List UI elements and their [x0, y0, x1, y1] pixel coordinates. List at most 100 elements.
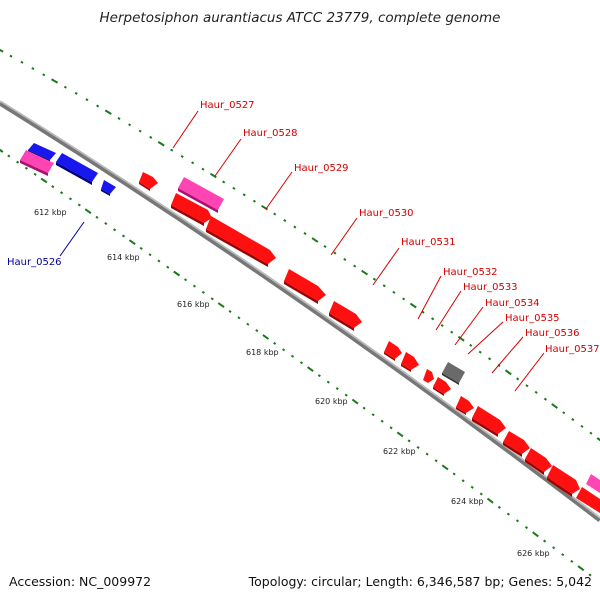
- inner-tick-mark: [282, 348, 286, 352]
- inner-tick-mark: [246, 322, 250, 326]
- inner-tick-mark: [588, 573, 592, 577]
- gene-pink-left[interactable]: [20, 150, 54, 176]
- inner-tick-mark: [326, 380, 330, 384]
- gene-right-3[interactable]: [547, 465, 580, 497]
- inner-tick-mark: [51, 185, 55, 189]
- outer-tick-mark: [104, 109, 112, 115]
- outer-tick-mark: [382, 284, 386, 288]
- gene-haur-0536[interactable]: [456, 396, 474, 415]
- outer-tick-mark: [51, 78, 59, 84]
- gene-haur-0528-pink[interactable]: [178, 177, 224, 213]
- outer-tick-mark: [149, 135, 153, 139]
- inner-tick-mark: [40, 177, 48, 184]
- inner-tick-mark: [121, 234, 126, 238]
- gene-label-haur-0533: Haur_0533: [463, 282, 518, 293]
- gene-right-pink[interactable]: [586, 474, 600, 493]
- inner-tick-mark: [570, 559, 574, 563]
- outer-tick-mark: [201, 167, 205, 171]
- gene-label-group: Haur_0526 Haur_0527 Haur_0528 Haur_0529 …: [7, 100, 600, 355]
- inner-tick-mark: [228, 309, 232, 314]
- outer-tick-mark: [488, 357, 492, 361]
- inner-tick-mark: [542, 539, 547, 543]
- gene-label-haur-0528: Haur_0528: [243, 128, 298, 139]
- outer-tick-mark: [469, 343, 473, 347]
- gene-right-2[interactable]: [525, 448, 552, 475]
- inner-tick-track: [0, 148, 592, 577]
- inner-tick-mark: [201, 290, 205, 294]
- gene-haur-0530[interactable]: [284, 269, 326, 304]
- gene-right-1[interactable]: [503, 431, 530, 457]
- inner-tick-mark: [362, 406, 366, 410]
- outer-tick-mark: [450, 330, 454, 334]
- outer-tick-mark: [191, 161, 195, 165]
- inner-tick-mark: [68, 197, 72, 201]
- outer-tick-mark: [361, 269, 369, 276]
- outer-tick-mark: [222, 180, 226, 184]
- inner-tick-mark: [217, 302, 225, 308]
- gene-label-haur-0536: Haur_0536: [525, 328, 580, 339]
- outer-tick-mark: [293, 225, 297, 229]
- outer-tick-mark: [343, 258, 347, 262]
- inner-tick-mark: [425, 452, 429, 456]
- gene-right-4[interactable]: [576, 487, 600, 513]
- gene-label-haur-0531: Haur_0531: [401, 237, 456, 248]
- scale-label-622: 622 kbp: [383, 447, 416, 456]
- inner-tick-mark: [335, 387, 339, 391]
- gene-haur-0526[interactable]: [56, 153, 98, 185]
- outer-tick-mark: [180, 154, 184, 158]
- gene-haur-0534[interactable]: [423, 369, 434, 383]
- inner-tick-mark: [407, 439, 411, 443]
- gene-haur-0537[interactable]: [472, 406, 506, 437]
- inner-tick-mark: [166, 265, 170, 269]
- inner-tick-mark: [552, 546, 556, 550]
- callout-lines: [59, 110, 545, 392]
- inner-tick-mark: [139, 246, 143, 250]
- outer-tick-mark: [85, 98, 89, 102]
- inner-tick-mark: [24, 166, 28, 170]
- gene-haur-0535-gray[interactable]: [442, 362, 465, 385]
- outer-tick-mark: [128, 123, 132, 127]
- backbone-line-highlight: [0, 100, 600, 519]
- gene-label-haur-0527: Haur_0527: [200, 100, 255, 111]
- inner-tick-mark: [470, 485, 474, 489]
- inner-tick-mark: [290, 354, 295, 358]
- scale-label-group: 612 kbp 614 kbp 616 kbp 618 kbp 620 kbp …: [34, 208, 550, 558]
- gene-haur-0528[interactable]: [171, 193, 212, 226]
- outer-tick-mark: [0, 48, 4, 53]
- outer-tick-mark: [440, 323, 444, 327]
- outer-tick-mark: [543, 397, 547, 401]
- inner-tick-mark: [273, 341, 277, 345]
- outer-tick-mark: [525, 384, 529, 388]
- outer-tick-mark: [504, 369, 512, 376]
- outer-tick-mark: [323, 244, 327, 249]
- gene-label-haur-0534: Haur_0534: [485, 298, 540, 309]
- gene-haur-0533[interactable]: [401, 352, 419, 372]
- inner-tick-mark: [0, 148, 4, 153]
- gene-haur-0534b[interactable]: [433, 377, 451, 396]
- inner-tick-mark: [262, 334, 270, 340]
- outer-tick-mark: [516, 377, 520, 381]
- gene-haur-0527[interactable]: [139, 172, 158, 191]
- outer-tick-mark: [20, 60, 24, 64]
- inner-tick-mark: [60, 191, 64, 195]
- gene-haur-0532[interactable]: [384, 341, 402, 361]
- inner-tick-mark: [396, 431, 404, 438]
- gene-blue-small[interactable]: [101, 180, 116, 196]
- inner-tick-mark: [113, 228, 117, 232]
- inner-tick-mark: [210, 297, 214, 301]
- outer-tick-mark: [9, 54, 13, 58]
- inner-tick-mark: [486, 497, 494, 504]
- gene-haur-0531[interactable]: [329, 301, 362, 331]
- outer-tick-mark: [303, 232, 307, 236]
- outer-tick-mark: [372, 277, 376, 281]
- backbone-line: [0, 100, 600, 522]
- inner-tick-mark: [104, 222, 108, 226]
- inner-tick-mark: [184, 278, 188, 282]
- inner-tick-mark: [307, 366, 314, 373]
- gene-haur-0529[interactable]: [206, 216, 276, 267]
- inner-tick-mark: [148, 253, 152, 257]
- inner-tick-mark: [157, 259, 161, 263]
- gene-label-haur-0532: Haur_0532: [443, 267, 498, 278]
- inner-tick-mark: [371, 413, 375, 417]
